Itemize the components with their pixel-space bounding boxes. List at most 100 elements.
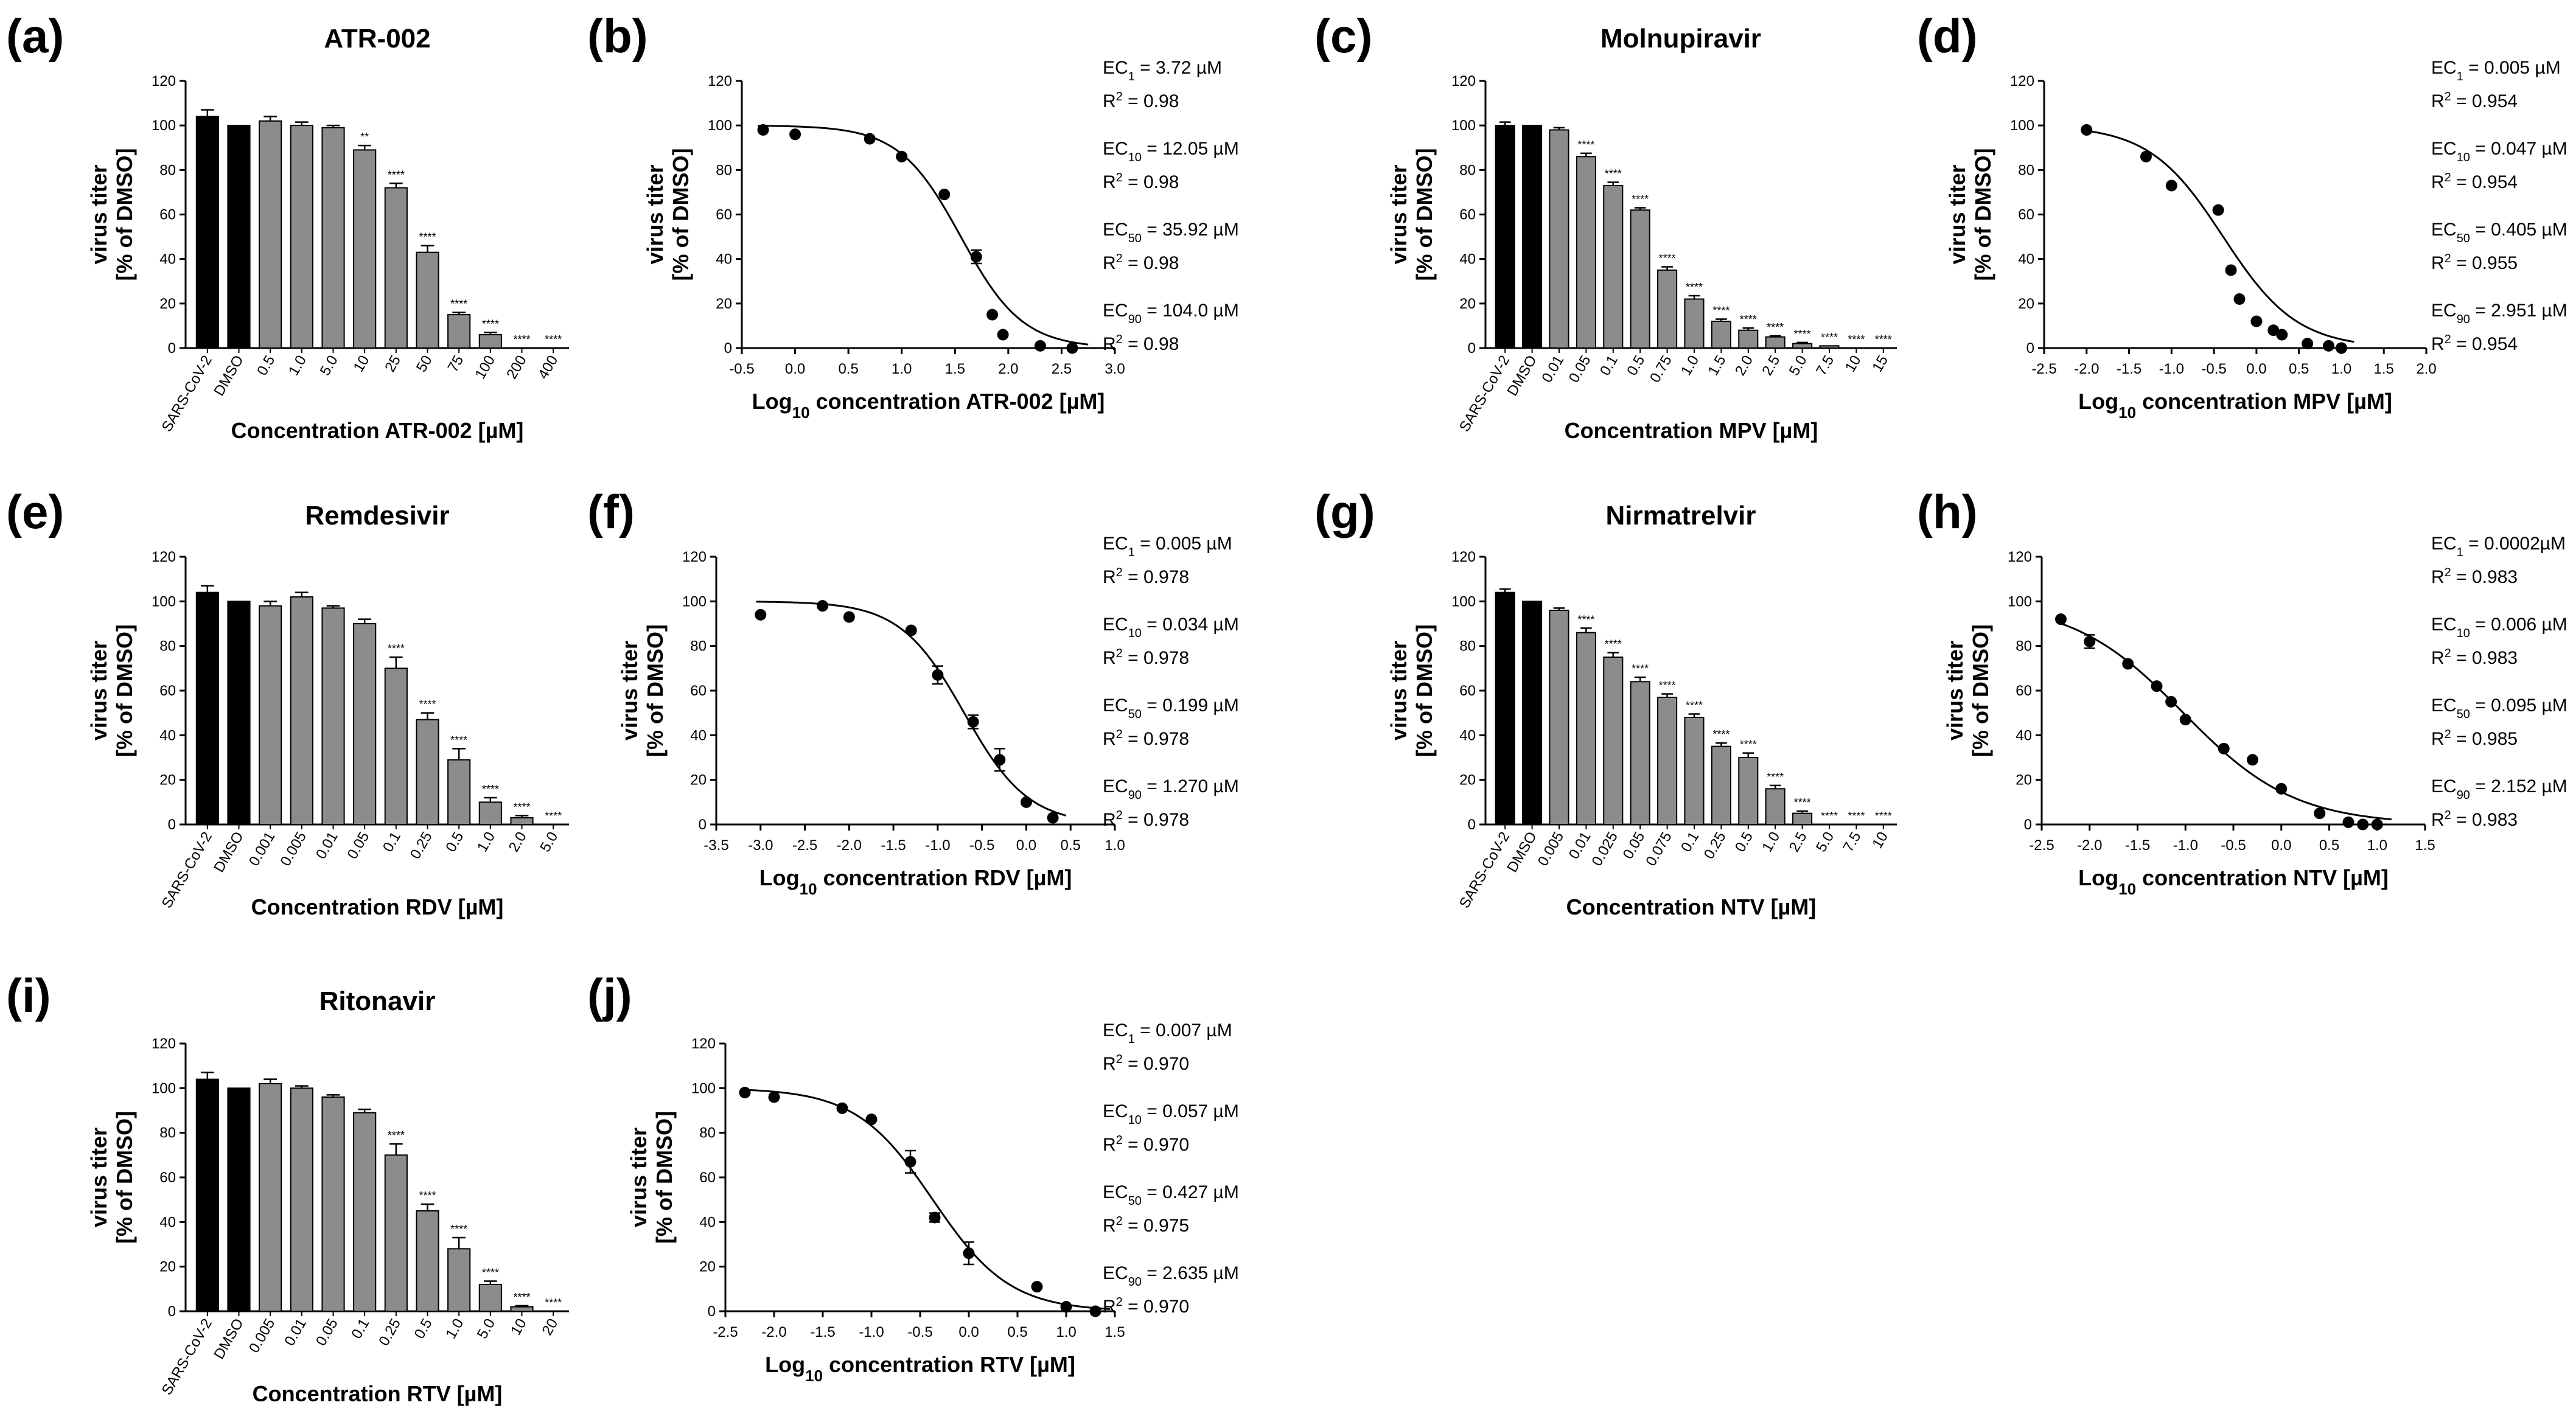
r2-annotation: R2 = 0.98: [1103, 171, 1179, 192]
x-tick-label: 0.01: [313, 829, 341, 862]
bar: [1657, 697, 1678, 825]
ec-annotation: EC1 = 0.007 µM: [1103, 1020, 1232, 1046]
significance-marker: ****: [1767, 321, 1784, 333]
x-axis-title: Log10 concentration RDV [µM]: [759, 865, 1072, 898]
y-tick-label: 100: [708, 117, 732, 134]
significance-marker: ****: [1767, 771, 1784, 783]
bar: [384, 187, 408, 349]
significance-marker: ****: [1875, 810, 1892, 822]
bar: [1765, 788, 1785, 826]
data-point: [2275, 782, 2288, 795]
x-tick-label: 1.5: [2415, 837, 2435, 854]
x-tick-label: -2.5: [792, 837, 817, 854]
significance-marker: ****: [1848, 810, 1865, 822]
y-tick-label: 80: [699, 1125, 716, 1141]
x-tick-label: 1.0: [474, 829, 498, 855]
r2-annotation: R2 = 0.954: [2431, 171, 2518, 192]
y-tick-label: 120: [2010, 73, 2034, 89]
r2-annotation: R2 = 0.970: [1103, 1295, 1189, 1317]
ec-annotation: EC50 = 0.405 µM: [2431, 220, 2567, 245]
bar: [290, 596, 313, 825]
x-tick-label: 1.0: [2331, 361, 2351, 377]
r2-annotation: R2 = 0.954: [2431, 90, 2518, 111]
x-tick-label: 5.0: [474, 1316, 498, 1342]
r2-annotation: R2 = 0.970: [1103, 1053, 1189, 1074]
data-point: [864, 133, 876, 145]
x-tick-label: -1.5: [881, 837, 906, 854]
y-tick-label: 60: [159, 207, 176, 223]
ec-annotation: EC90 = 2.951 µM: [2431, 301, 2567, 326]
panel-b: (b) 0 20 40 60 80 100 120 virus titer [% of DMSO]…: [587, 9, 1239, 422]
y-tick-label: 80: [159, 162, 176, 178]
significance-marker: ****: [450, 734, 467, 746]
y-tick-label: 120: [691, 1036, 716, 1052]
x-axis-title: Log10 concentration MPV [µM]: [2078, 389, 2392, 422]
x-tick-label: 1.0: [1105, 837, 1125, 854]
y-tick-label: 20: [699, 1259, 716, 1275]
data-point: [2371, 818, 2383, 831]
x-tick-label: 2.5: [1786, 829, 1810, 855]
data-point: [2276, 329, 2288, 341]
y-tick-label: 0: [708, 1303, 716, 1320]
x-tick-label: -2.0: [2077, 837, 2102, 854]
x-tick-label: 0.001: [246, 829, 278, 870]
y-tick-label: 0: [2024, 817, 2032, 833]
x-tick-label: 0.005: [277, 829, 310, 870]
x-tick-label: 75: [445, 353, 467, 375]
ec-annotation: EC1 = 3.72 µM: [1103, 58, 1222, 83]
significance-marker: ****: [513, 801, 530, 813]
data-point: [1060, 1301, 1072, 1313]
x-tick-label: -2.5: [2029, 837, 2054, 854]
y-tick-label: 120: [152, 549, 176, 565]
y-tick-label: 60: [690, 683, 707, 699]
y-tick-label: 80: [2016, 638, 2032, 655]
data-point: [2267, 324, 2280, 336]
y-tick-label: 80: [2018, 162, 2034, 178]
y-tick-label: 40: [1459, 251, 1476, 268]
y-tick-label: 100: [152, 117, 176, 134]
panel-title: Ritonavir: [319, 986, 436, 1016]
data-point: [2081, 124, 2093, 136]
x-tick-label: 0.025: [1589, 829, 1621, 870]
x-tick-label: -2.0: [837, 837, 862, 854]
y-axis-title-line1: virus titer: [1942, 641, 1967, 741]
bar: [1495, 125, 1515, 349]
significance-marker: ****: [1686, 700, 1703, 712]
significance-marker: ****: [1712, 728, 1730, 741]
x-tick-label: -0.5: [2221, 837, 2246, 854]
data-point: [970, 251, 982, 263]
x-tick-label: -3.5: [703, 837, 728, 854]
bar: [290, 125, 313, 349]
y-tick-label: 0: [2026, 340, 2034, 357]
x-tick-label: 2.0: [2416, 361, 2436, 377]
x-tick-label: -0.5: [729, 361, 754, 377]
x-tick-label: 0.0: [958, 1324, 979, 1340]
significance-marker: ****: [450, 298, 467, 310]
y-axis-title-line2: [% of DMSO]: [643, 624, 668, 757]
x-tick-label: -3.0: [748, 837, 773, 854]
y-tick-label: 40: [2018, 251, 2034, 268]
bar: [1549, 610, 1569, 825]
x-tick-label: 0.5: [2319, 837, 2339, 854]
data-point: [1034, 340, 1046, 352]
y-axis-title-line2: [% of DMSO]: [112, 624, 137, 757]
x-tick-label: 1.5: [1705, 353, 1730, 378]
data-point: [986, 308, 999, 321]
x-tick-label: -1.5: [2117, 361, 2141, 377]
bar: [510, 817, 534, 825]
panel-h: (h) 0 20 40 60 80 100 120 virus titer [% of DMSO]…: [1917, 485, 2567, 898]
bar: [1738, 757, 1759, 825]
data-point: [967, 716, 979, 728]
x-tick-label: 3.0: [1105, 361, 1125, 377]
x-tick-label: 0.5: [254, 353, 278, 378]
panel-label: (g): [1314, 485, 1375, 538]
x-tick-label: SARS-CoV-2: [159, 829, 215, 911]
significance-marker: ****: [1632, 663, 1649, 675]
x-tick-label: 400: [535, 353, 561, 382]
x-axis-title: Log10 concentration NTV [µM]: [2078, 865, 2389, 898]
x-tick-label: 2.0: [506, 829, 530, 855]
y-tick-label: 40: [159, 251, 176, 268]
fit-curve: [739, 1089, 1111, 1310]
y-tick-label: 20: [159, 772, 176, 789]
significance-marker: ****: [1686, 281, 1703, 293]
